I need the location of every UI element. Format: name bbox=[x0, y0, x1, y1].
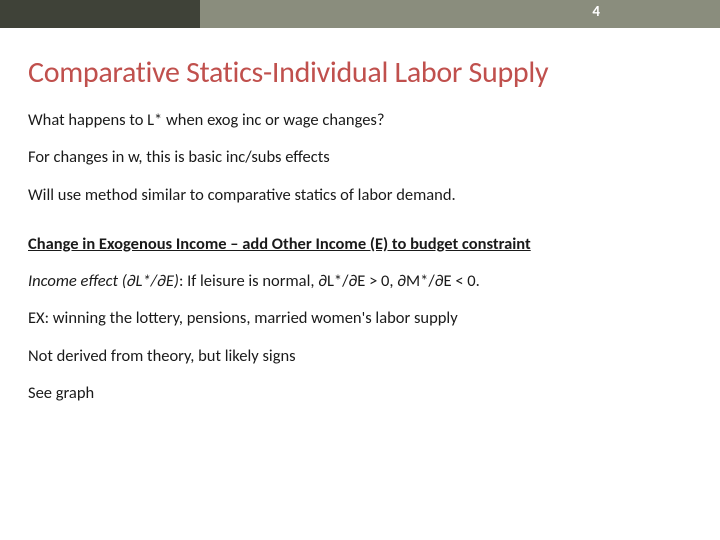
body-line: EX: winning the lottery, pensions, marri… bbox=[28, 307, 692, 329]
slide-body: What happens to L* when exog inc or wage… bbox=[0, 109, 720, 404]
page-number: 4 bbox=[592, 3, 600, 21]
topbar: 4 bbox=[0, 0, 720, 28]
body-line: For changes in w, this is basic inc/subs… bbox=[28, 146, 692, 168]
body-line: Will use method similar to comparative s… bbox=[28, 184, 692, 206]
paragraph-gap bbox=[28, 221, 692, 233]
body-line: What happens to L* when exog inc or wage… bbox=[28, 109, 692, 131]
body-line: See graph bbox=[28, 382, 692, 404]
topbar-accent bbox=[0, 0, 200, 28]
emphasis-text: Income effect (∂L*/∂E) bbox=[28, 271, 179, 291]
section-heading: Change in Exogenous Income – add Other I… bbox=[28, 233, 692, 255]
slide: 4 Comparative Statics-Individual Labor S… bbox=[0, 0, 720, 540]
body-line: Income effect (∂L*/∂E): If leisure is no… bbox=[28, 270, 692, 292]
body-text: : If leisure is normal, ∂L*/∂E > 0, ∂M*/… bbox=[179, 271, 480, 291]
page-title: Comparative Statics-Individual Labor Sup… bbox=[0, 28, 720, 109]
body-line: Not derived from theory, but likely sign… bbox=[28, 345, 692, 367]
